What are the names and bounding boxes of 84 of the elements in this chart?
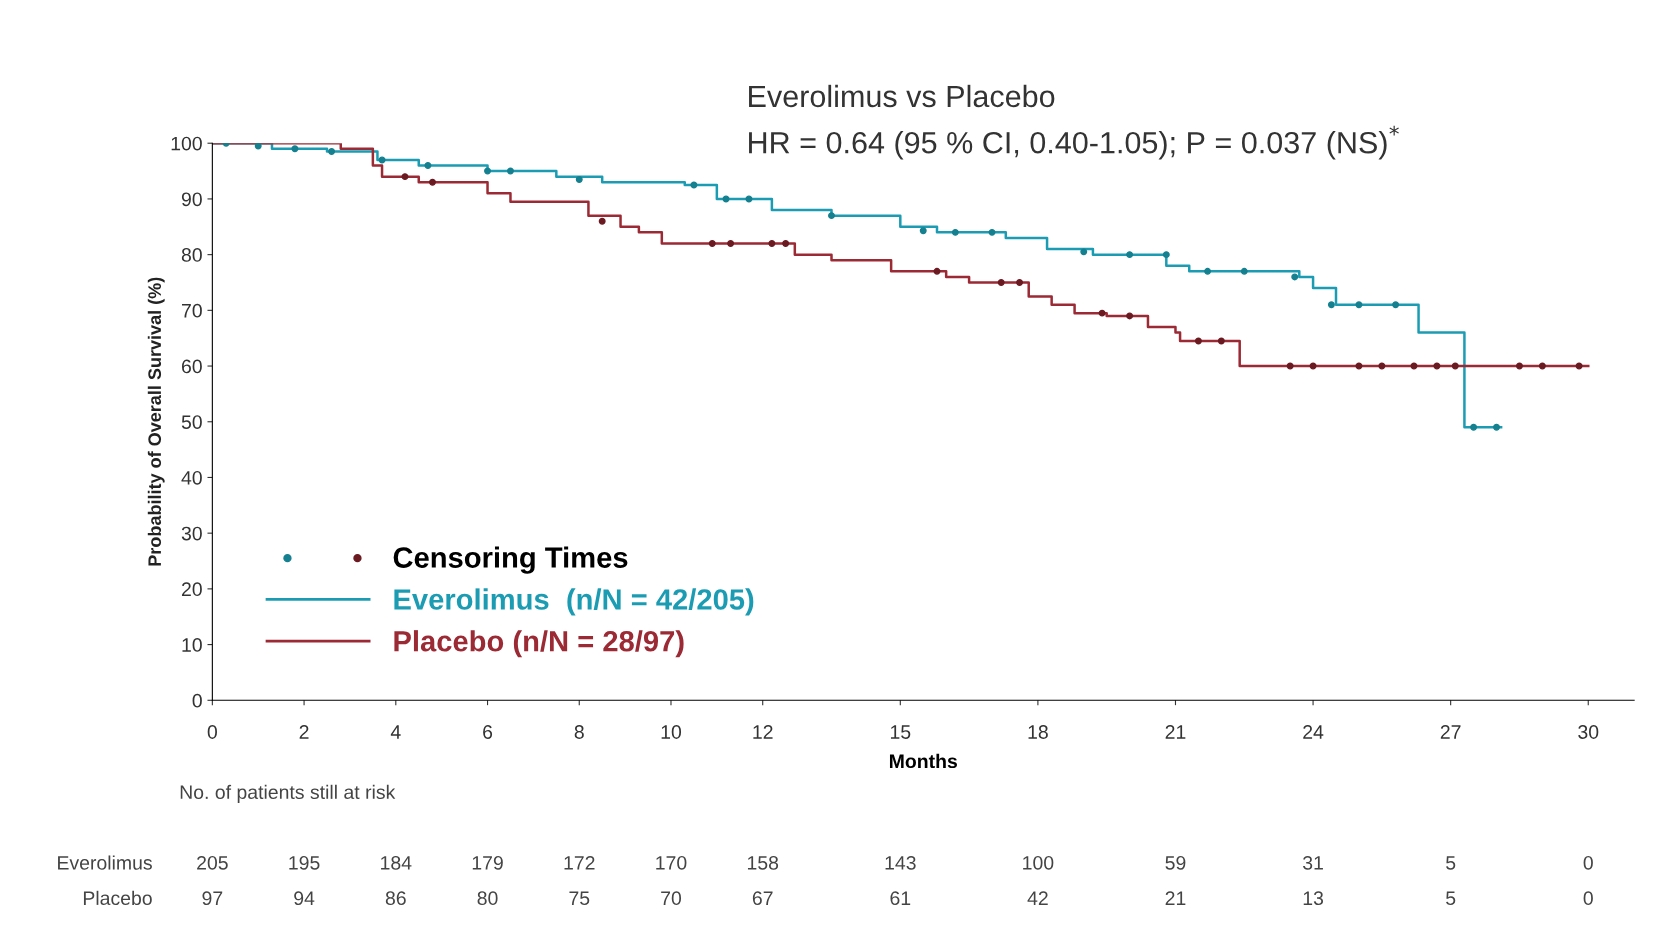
x-tick-label: 2 [299, 725, 309, 739]
point [1016, 279, 1024, 286]
y-tick-label: 70 [182, 303, 202, 318]
y-axis-title: Probability of Overall Survival (%) [147, 277, 165, 566]
chart-title: Everolimus vs Placebo [749, 84, 1055, 108]
point [1217, 337, 1225, 345]
point [291, 145, 299, 153]
x-tick-label: 30 [1578, 725, 1599, 739]
point [727, 240, 735, 247]
point [378, 156, 386, 164]
point [1286, 362, 1294, 370]
x-tick-label: 24 [1303, 725, 1324, 739]
point [424, 162, 432, 169]
point [1080, 248, 1088, 256]
point [1515, 362, 1523, 370]
point [708, 240, 716, 247]
y-tick-label: 80 [181, 248, 202, 262]
point [506, 167, 514, 175]
text: Everolimus [58, 855, 152, 870]
text: Placebo [83, 890, 152, 906]
point [919, 227, 927, 235]
point [254, 143, 262, 150]
x-tick-label: 10 [661, 725, 682, 739]
y-tick-label: 50 [181, 415, 202, 429]
point [401, 173, 409, 181]
point [484, 167, 492, 175]
x-tick-label: 12 [753, 725, 773, 739]
point [1378, 362, 1386, 370]
point [1309, 362, 1317, 370]
point [1162, 251, 1170, 259]
point [328, 148, 336, 156]
point [1538, 362, 1546, 370]
point [828, 212, 835, 220]
point [1126, 312, 1134, 320]
x-axis-title: Months [889, 753, 957, 769]
x-tick-label: 6 [483, 725, 493, 739]
point [1433, 362, 1441, 370]
text: 205 195 184 179 172 170 158 143 100 59 31 5 0 [197, 855, 1593, 870]
point [1126, 251, 1134, 259]
x-tick-label: 18 [1028, 725, 1048, 739]
x-tick-label: 4 [390, 725, 401, 739]
x-tick-label: 27 [1440, 725, 1461, 739]
x-tick-label: 8 [574, 725, 584, 739]
x-tick-label: 21 [1165, 725, 1186, 739]
point [429, 178, 436, 186]
y-tick-label: 30 [181, 526, 202, 541]
point [768, 240, 776, 247]
y-tick-label: 90 [181, 192, 202, 207]
y-tick-label: 100 [171, 136, 202, 151]
chart-subtitle: HR = 0.64 (95 % CI, 0.40-1.05); P = 0.037 (NS)$^{*}$ [749, 125, 1399, 160]
point [988, 228, 996, 236]
point [997, 279, 1005, 286]
y-tick-label: 60 [181, 359, 202, 374]
point [745, 195, 753, 203]
point [1240, 267, 1248, 275]
point [933, 267, 941, 275]
point [575, 175, 583, 183]
y-tick-label: 0 [192, 693, 202, 708]
legend-title: Censoring Times [393, 546, 628, 574]
point [1291, 273, 1299, 281]
point [782, 240, 790, 247]
x-tick-label: 0 [207, 725, 217, 739]
text: No. of patients still at risk [180, 784, 396, 803]
legend-label: Everolimus (n/N = 42/205) [394, 588, 754, 616]
point [1204, 267, 1212, 275]
legend-label: Placebo (n/N = 28/97) [394, 630, 684, 658]
point [1098, 309, 1106, 317]
point [1575, 362, 1583, 370]
y-tick-label: 20 [181, 582, 202, 597]
point [1355, 362, 1363, 370]
y-tick-label: 40 [181, 470, 202, 485]
x-tick-label: 15 [890, 725, 911, 739]
point [690, 181, 698, 189]
point [1451, 362, 1459, 370]
point [1327, 301, 1335, 309]
point [1194, 337, 1202, 345]
point [1470, 423, 1478, 431]
point [951, 228, 959, 236]
point [1392, 301, 1400, 309]
point [1355, 301, 1363, 309]
text: 97 94 86 80 75 70 67 61 42 21 13 5 0 [202, 891, 1593, 906]
point [598, 217, 606, 225]
y-tick-label: 10 [182, 638, 202, 652]
point [1493, 423, 1501, 431]
